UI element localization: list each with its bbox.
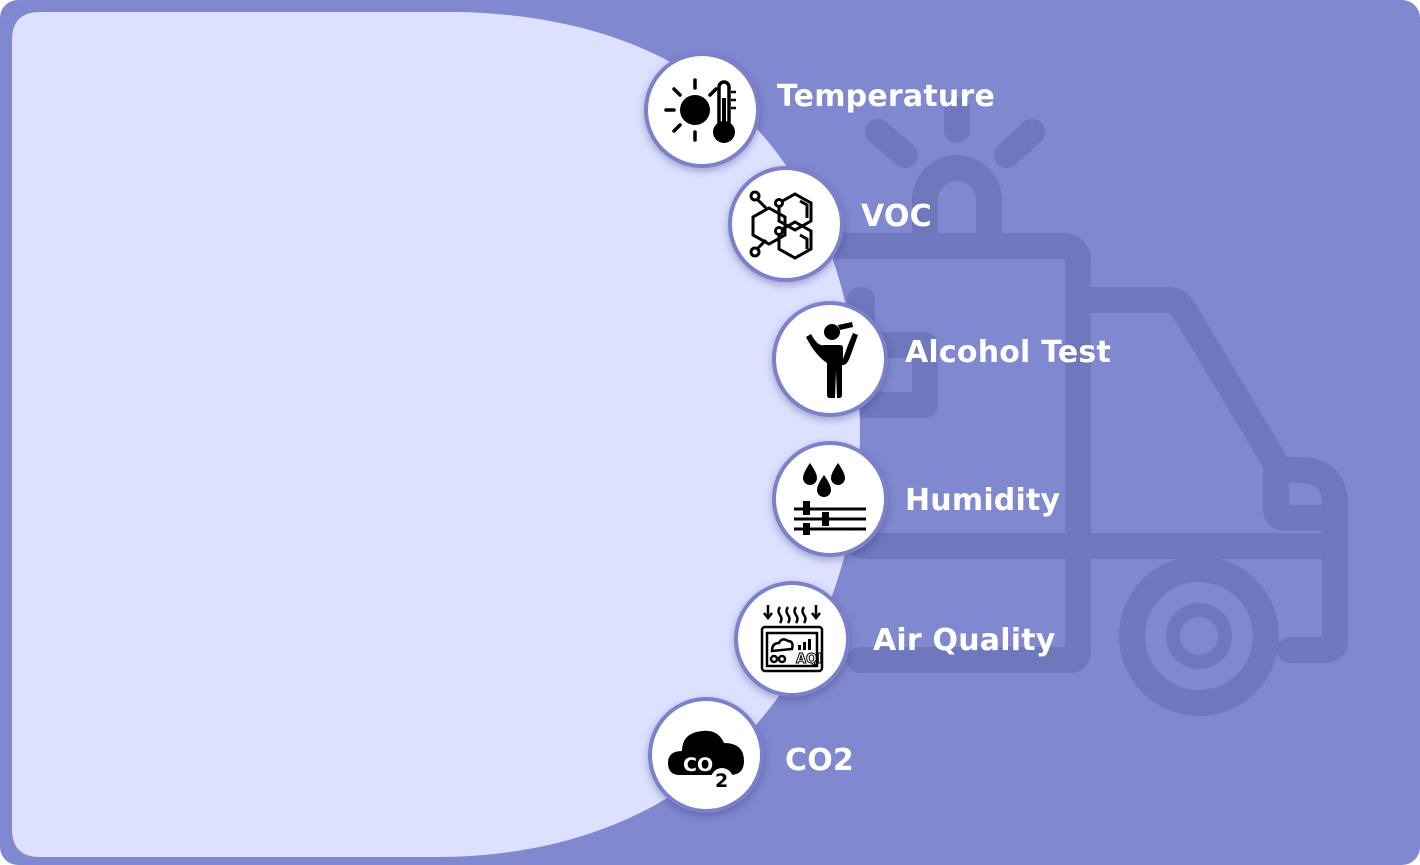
svg-text:CO: CO (683, 754, 713, 776)
feature-icon-circle (644, 52, 760, 168)
feature-label: Air Quality (873, 623, 1056, 658)
feature-icon-circle: CO 2 (648, 697, 764, 813)
feature-icon-circle: AQI (734, 581, 850, 697)
feature-icon-circle (772, 441, 888, 557)
feature-label: VOC (861, 199, 932, 234)
feature-label: Temperature (777, 79, 995, 114)
svg-text:2: 2 (715, 770, 728, 792)
feature-icon-circle (728, 166, 844, 282)
molecule-icon (749, 190, 813, 260)
sun-thermometer-icon (664, 78, 736, 143)
feature-label: CO2 (785, 743, 854, 778)
aqi-monitor-icon: AQI (760, 605, 824, 673)
feature-icon-circle (772, 301, 888, 417)
feature-label: Humidity (905, 483, 1061, 518)
co2-cloud-icon: CO 2 (668, 730, 744, 792)
humidity-drops-icon (794, 463, 866, 535)
feature-label: Alcohol Test (905, 335, 1112, 370)
person-drinking-icon (806, 322, 858, 398)
svg-text:AQI: AQI (796, 652, 822, 667)
